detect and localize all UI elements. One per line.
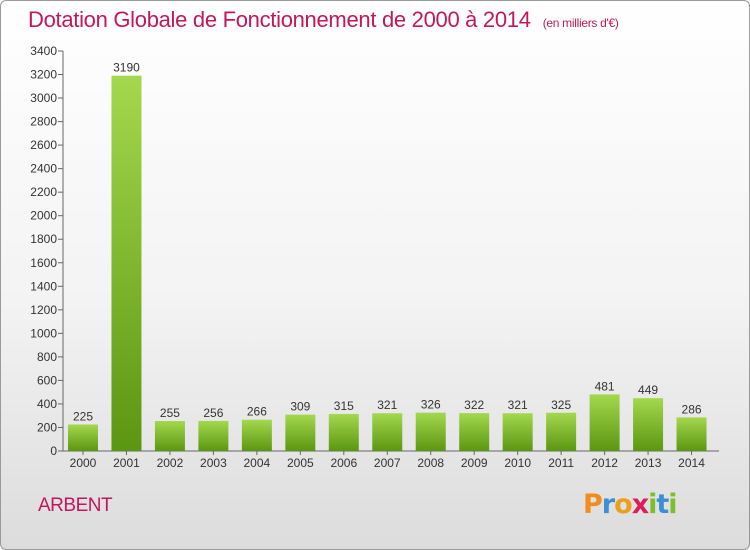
bar — [241, 419, 272, 451]
x-tick-label: 2001 — [113, 456, 140, 470]
title-text: Dotation Globale de Fonctionnement de 20… — [28, 7, 531, 32]
x-tick-label: 2012 — [591, 456, 618, 470]
x-tick-label: 2005 — [287, 456, 314, 470]
x-tick-label: 2011 — [548, 456, 574, 470]
y-tick-label: 0 — [50, 444, 57, 458]
x-tick-label: 2004 — [244, 456, 271, 470]
y-tick-label: 2400 — [30, 162, 57, 176]
y-tick-label: 2000 — [30, 209, 57, 223]
bar-value-label: 321 — [508, 398, 528, 412]
bar — [68, 424, 98, 451]
y-tick-label: 3400 — [30, 44, 57, 58]
bar-value-label: 256 — [203, 406, 223, 420]
unit-label: (en milliers d'€) — [542, 16, 619, 30]
logo-letter: i — [668, 489, 677, 520]
y-tick-label: 1000 — [30, 326, 57, 340]
x-tick-label: 2006 — [330, 456, 357, 470]
bar-value-label: 309 — [290, 400, 310, 414]
bar — [415, 412, 446, 451]
y-tick-label: 2200 — [30, 185, 57, 199]
y-tick-label: 1400 — [30, 279, 57, 293]
bar-value-label: 325 — [551, 398, 571, 412]
y-tick-label: 3200 — [30, 68, 57, 82]
bar — [459, 413, 490, 451]
x-tick-label: 2000 — [70, 456, 97, 470]
logo-letter: x — [631, 489, 649, 520]
logo-letter: r — [601, 489, 615, 520]
bar-value-label: 326 — [421, 398, 441, 412]
y-tick-label: 400 — [37, 397, 57, 411]
bar — [676, 417, 707, 451]
bar-value-label: 322 — [464, 398, 484, 412]
proxiti-logo: Proxiti — [583, 489, 678, 520]
bar — [111, 75, 142, 452]
y-tick-label: 1600 — [30, 256, 57, 270]
x-tick-label: 2010 — [504, 456, 531, 470]
bar — [198, 420, 229, 451]
bar-value-label: 266 — [247, 405, 267, 419]
logo-letter: t — [656, 489, 669, 520]
x-tick-label: 2003 — [200, 456, 227, 470]
bar-value-label: 286 — [682, 402, 702, 416]
y-tick-label: 1800 — [30, 232, 57, 246]
bar-value-label: 481 — [595, 379, 615, 393]
bar-value-label: 225 — [73, 410, 93, 424]
bar — [502, 413, 533, 451]
x-tick-label: 2014 — [678, 456, 705, 470]
bars: 225 3190 255 256 266 309 315 321 326 322 321 325 481… — [68, 61, 707, 452]
y-tick-label: 3000 — [30, 91, 57, 105]
bar — [546, 412, 577, 451]
bar — [285, 414, 316, 451]
logo-letter: o — [614, 489, 633, 520]
bar — [372, 413, 403, 451]
x-tick-label: 2013 — [635, 456, 662, 470]
bar — [154, 421, 185, 451]
bar-value-label: 255 — [160, 406, 180, 420]
bar — [328, 413, 359, 451]
bar — [633, 398, 664, 451]
y-tick-label: 200 — [37, 420, 57, 434]
bar-value-label: 315 — [334, 399, 354, 413]
y-tick-label: 800 — [37, 350, 57, 364]
x-tick-label: 2002 — [157, 456, 184, 470]
bar-value-label: 449 — [638, 383, 658, 397]
axes: 0 200 400 600 800 1000 1200 1400 1600 1800 2000 220… — [30, 44, 719, 470]
y-tick-label: 600 — [37, 373, 57, 387]
bar-value-label: 321 — [377, 398, 397, 412]
y-tick-label: 2800 — [30, 115, 57, 129]
x-tick-label: 2007 — [374, 456, 401, 470]
y-tick-label: 1200 — [30, 303, 57, 317]
bar — [589, 394, 620, 451]
location-label: ARBENT — [38, 495, 113, 516]
chart-title: Dotation Globale de Fonctionnement de 20… — [28, 7, 619, 33]
logo-letter: i — [648, 489, 657, 520]
y-tick-label: 2600 — [30, 138, 57, 152]
logo-letter: P — [583, 489, 603, 520]
x-tick-label: 2009 — [461, 456, 488, 470]
x-tick-label: 2008 — [417, 456, 444, 470]
bar-value-label: 3190 — [113, 61, 140, 75]
